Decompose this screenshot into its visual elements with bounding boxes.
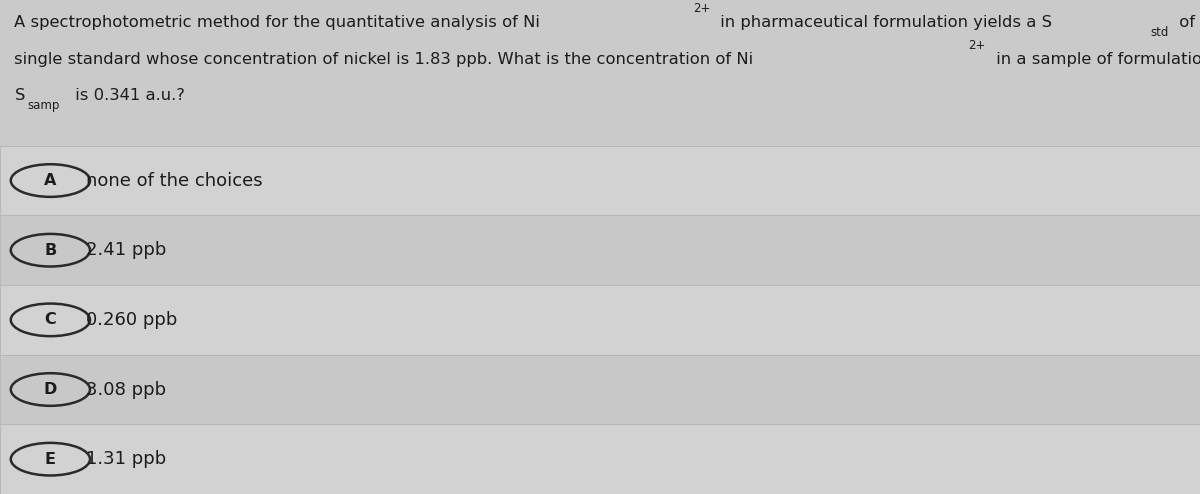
Text: std: std (1151, 26, 1169, 39)
FancyBboxPatch shape (0, 424, 1200, 494)
Text: 0.260 ppb: 0.260 ppb (86, 311, 178, 329)
Text: 2+: 2+ (692, 2, 710, 15)
FancyBboxPatch shape (0, 285, 1200, 355)
Text: 1.31 ppb: 1.31 ppb (86, 450, 167, 468)
Text: in a sample of formulation for which: in a sample of formulation for which (990, 52, 1200, 67)
Text: of 0.475 a.u. for a: of 0.475 a.u. for a (1174, 15, 1200, 30)
Text: E: E (44, 452, 56, 467)
Text: 2+: 2+ (968, 39, 985, 52)
Text: samp: samp (28, 99, 60, 112)
Text: B: B (44, 243, 56, 258)
Text: is 0.341 a.u.?: is 0.341 a.u.? (70, 88, 185, 103)
Text: none of the choices: none of the choices (86, 171, 263, 190)
Text: 2.41 ppb: 2.41 ppb (86, 241, 167, 259)
Text: in pharmaceutical formulation yields a S: in pharmaceutical formulation yields a S (715, 15, 1052, 30)
Text: S: S (14, 88, 25, 103)
FancyBboxPatch shape (0, 215, 1200, 285)
FancyBboxPatch shape (0, 355, 1200, 424)
FancyBboxPatch shape (0, 0, 1200, 146)
Text: A: A (44, 173, 56, 188)
Text: C: C (44, 312, 56, 328)
Text: single standard whose concentration of nickel is 1.83 ppb. What is the concentra: single standard whose concentration of n… (14, 52, 754, 67)
FancyBboxPatch shape (0, 146, 1200, 215)
Text: 3.08 ppb: 3.08 ppb (86, 380, 167, 399)
Text: A spectrophotometric method for the quantitative analysis of Ni: A spectrophotometric method for the quan… (14, 15, 540, 30)
Text: D: D (43, 382, 58, 397)
